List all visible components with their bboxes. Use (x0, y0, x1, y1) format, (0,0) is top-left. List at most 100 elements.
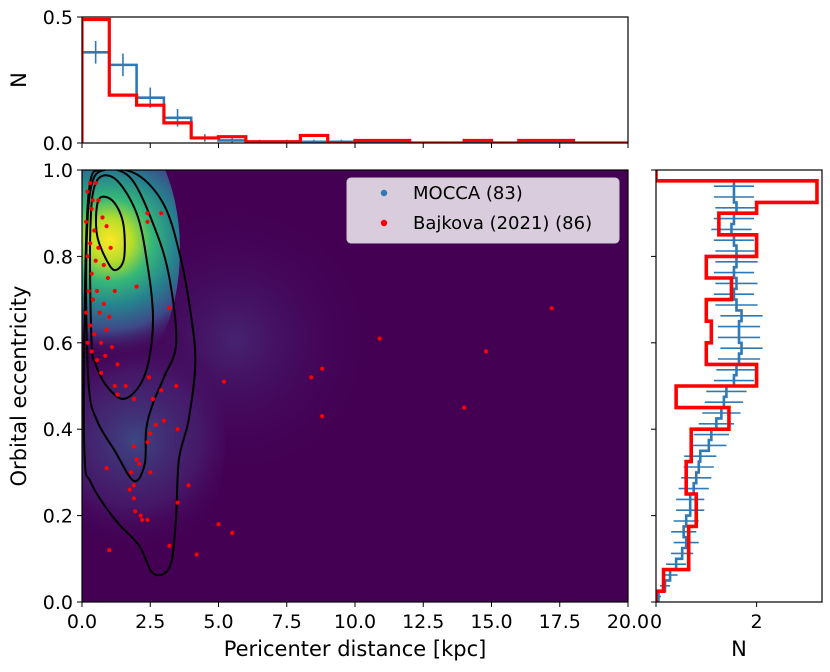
legend-label-mocca: MOCCA (83) (413, 183, 523, 204)
bajkova-point (462, 405, 467, 410)
bajkova-point (127, 487, 132, 492)
bajkova-point (159, 211, 164, 216)
bajkova-point (94, 358, 100, 363)
right-histogram: 0 2 N (650, 169, 823, 661)
bajkova-point (101, 262, 106, 268)
bajkova-point (377, 336, 382, 341)
bajkova-point (109, 345, 115, 350)
bajkova-point (112, 383, 117, 389)
bajkova-point (88, 323, 93, 328)
bajkova-point (483, 349, 489, 354)
bajkova-point (115, 392, 120, 397)
bajkova-point (107, 548, 112, 553)
top-ytick-label: 0.5 (43, 7, 73, 29)
bajkova-point (85, 254, 90, 259)
main-xtick-label: 15.0 (470, 611, 512, 633)
bajkova-point (104, 466, 109, 471)
top-ytick-label: 0.0 (43, 133, 73, 155)
right-histogram-bajkova-step (656, 170, 819, 602)
bajkova-point (94, 288, 100, 294)
bajkova-point (194, 552, 199, 557)
bajkova-point (145, 517, 150, 523)
main-ytick-label: 1.0 (43, 160, 73, 182)
main-ytick-label: 0.0 (43, 592, 73, 614)
bajkova-point (134, 284, 139, 289)
bajkova-point (153, 422, 158, 427)
right-histogram-frame (655, 169, 823, 603)
bajkova-point (131, 483, 136, 488)
bajkova-point (148, 431, 153, 436)
bajkova-point (145, 219, 150, 224)
bajkova-point (86, 288, 91, 294)
bajkova-point (159, 388, 164, 393)
bajkova-point (92, 228, 97, 233)
bajkova-point (112, 288, 117, 294)
bajkova-point (93, 180, 98, 186)
bajkova-point (150, 396, 156, 402)
bajkova-point (123, 383, 128, 389)
bajkova-point (105, 275, 110, 281)
bajkova-point (84, 310, 89, 315)
bajkova-point (133, 509, 138, 514)
density-contour-1 (88, 174, 155, 401)
bajkova-point (131, 496, 136, 501)
bajkova-point (145, 211, 150, 216)
bajkova-point (134, 457, 139, 462)
bajkova-point (131, 444, 136, 449)
bajkova-point (108, 245, 113, 250)
bajkova-point (92, 332, 97, 337)
top-histogram: 0.0 0.5 N (7, 7, 629, 155)
bajkova-point (320, 366, 325, 371)
top-histogram-bajkova-step (82, 17, 628, 143)
main-xtick-label: 5.0 (203, 611, 233, 633)
bajkova-point (320, 414, 325, 419)
bajkova-point (88, 241, 93, 246)
bajkova-point (100, 215, 105, 220)
density-contour-3 (82, 170, 197, 577)
bajkova-point (99, 340, 104, 345)
bajkova-point (99, 370, 104, 376)
right-histogram-mocca-step (656, 170, 743, 602)
main-ytick-label: 0.4 (43, 419, 73, 441)
main-xtick-label: 10.0 (334, 611, 376, 633)
bajkova-point (96, 198, 101, 203)
bajkova-point (85, 189, 90, 194)
bajkova-point (96, 245, 101, 250)
main-ytick-label: 0.8 (43, 246, 73, 268)
main-ytick-label: 0.2 (43, 506, 73, 528)
bajkova-point (216, 522, 221, 527)
bajkova-point (549, 306, 554, 311)
bajkova-point (88, 180, 93, 186)
density-glow-peak (82, 170, 180, 380)
bajkova-point (309, 375, 314, 380)
bajkova-point (103, 353, 108, 358)
bajkova-point (174, 383, 179, 389)
bajkova-point (221, 379, 227, 384)
density-contour-0 (94, 195, 126, 272)
bajkova-point (90, 297, 95, 302)
legend-marker-mocca (380, 189, 388, 197)
bajkova-point (84, 219, 89, 224)
top-histogram-mocca-step (82, 50, 628, 143)
bajkova-point (167, 306, 172, 311)
right-histogram-xlabel: N (731, 637, 747, 661)
bajkova-point (230, 530, 235, 536)
bajkova-point (104, 224, 109, 229)
legend: MOCCA (83) Bajkova (2021) (86) (346, 177, 620, 244)
right-xtick-label: 2 (751, 611, 763, 633)
bajkova-point (85, 340, 90, 345)
bajkova-point (161, 418, 166, 423)
main-xtick-label: 7.5 (272, 611, 302, 633)
bajkova-point (89, 271, 94, 276)
bajkova-point (97, 310, 102, 315)
bajkova-point (140, 517, 145, 523)
bajkova-point (146, 375, 151, 380)
main-xtick-label: 17.5 (539, 611, 581, 633)
bajkova-point (129, 470, 134, 475)
density-contour-2 (85, 170, 178, 483)
bajkova-point (148, 470, 153, 475)
main-xlabel: Pericenter distance [kpc] (224, 637, 487, 661)
bajkova-point (115, 362, 120, 367)
bajkova-point (101, 301, 106, 306)
bajkova-point (104, 327, 109, 332)
